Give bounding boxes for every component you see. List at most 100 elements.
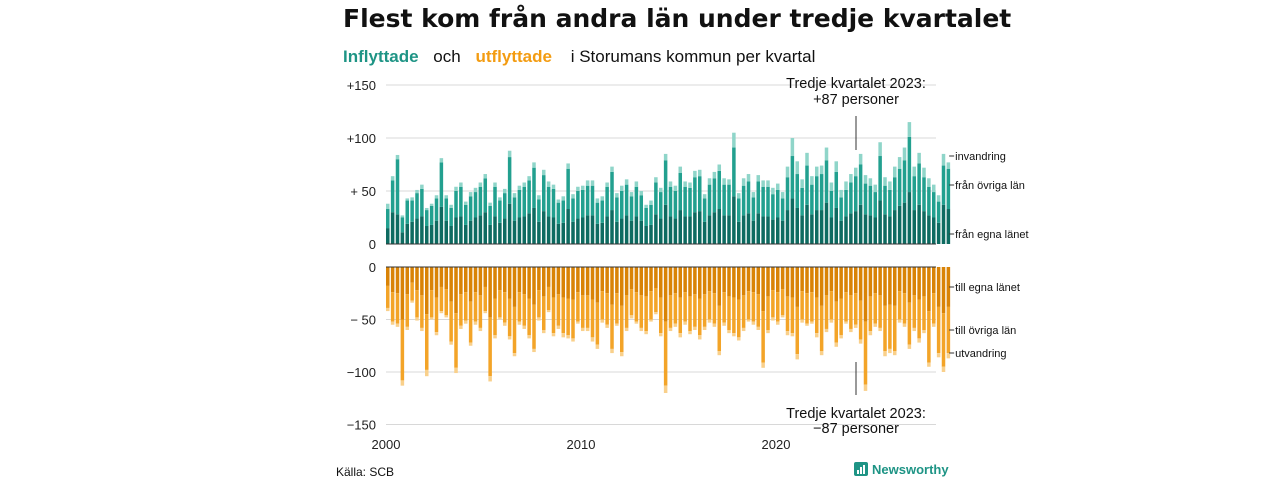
in-bar-invandring	[751, 192, 756, 198]
in-bar-egna	[858, 204, 863, 244]
in-bar-egna	[800, 215, 804, 244]
in-bar-ovriga	[707, 184, 712, 216]
out-bar-utvandring	[805, 323, 809, 326]
in-bar-egna	[854, 211, 858, 244]
in-bar-invandring	[941, 153, 946, 166]
in-bar-egna	[639, 220, 644, 244]
out-bar-ovriga	[512, 306, 517, 354]
out-bar-ovriga	[659, 297, 663, 334]
out-bar-utvandring	[532, 348, 536, 353]
out-bar-egna	[858, 267, 863, 301]
out-bar-ovriga	[386, 285, 390, 308]
out-bar-ovriga	[932, 293, 936, 324]
in-bar-egna	[932, 217, 936, 244]
in-bar-invandring	[897, 157, 902, 169]
in-bar-invandring	[590, 180, 595, 186]
out-bar-ovriga	[468, 301, 473, 343]
out-bar-egna	[605, 267, 609, 294]
out-bar-utvandring	[912, 327, 917, 332]
in-bar-invandring	[654, 177, 658, 183]
out-bar-ovriga	[473, 292, 478, 322]
in-bar-egna	[517, 217, 522, 244]
out-bar-utvandring	[698, 335, 702, 340]
out-bar-egna	[439, 267, 444, 287]
segment-label-in: från övriga län	[955, 180, 1025, 192]
y-tick-bottom: −150	[347, 418, 376, 433]
out-bar-egna	[517, 267, 522, 293]
out-bar-egna	[941, 267, 946, 314]
out-bar-ovriga	[854, 293, 858, 325]
out-bar-utvandring	[893, 351, 897, 356]
out-bar-utvandring	[386, 307, 390, 312]
in-bar-ovriga	[429, 205, 434, 225]
in-bar-invandring	[780, 192, 785, 199]
in-bar-ovriga	[927, 186, 931, 216]
out-bar-ovriga	[507, 298, 512, 337]
out-bar-ovriga	[551, 297, 556, 334]
in-bar-invandring	[649, 200, 653, 205]
out-bar-ovriga	[941, 313, 946, 367]
in-bar-ovriga	[634, 186, 639, 217]
in-bar-egna	[600, 222, 605, 244]
out-bar-ovriga	[576, 292, 580, 322]
out-bar-ovriga	[936, 306, 941, 354]
out-bar-egna	[917, 267, 921, 300]
in-bar-egna	[810, 214, 814, 244]
in-bar-invandring	[702, 194, 707, 199]
in-bar-egna	[590, 215, 595, 244]
in-bar-ovriga	[854, 176, 858, 212]
in-bar-egna	[454, 217, 458, 244]
out-bar-ovriga	[605, 293, 609, 325]
out-bar-egna	[717, 267, 722, 306]
in-bar-ovriga	[615, 197, 619, 222]
out-bar-ovriga	[673, 293, 678, 324]
out-bar-egna	[444, 267, 449, 290]
in-bar-egna	[527, 213, 531, 244]
out-bar-egna	[824, 267, 829, 296]
out-bar-egna	[542, 267, 546, 297]
in-bar-invandring	[498, 197, 502, 201]
out-bar-egna	[902, 267, 907, 294]
out-bar-ovriga	[405, 294, 410, 327]
in-bar-ovriga	[668, 186, 673, 217]
out-bar-egna	[546, 267, 551, 287]
out-bar-egna	[595, 267, 600, 303]
out-bar-ovriga	[683, 292, 687, 322]
in-bar-ovriga	[390, 180, 395, 213]
tick-labels: +150 +100 + 50 0 0 − 50 −100 −150 2000 2010 2020	[347, 78, 791, 452]
out-bar-utvandring	[839, 335, 843, 339]
in-bar-invandring	[727, 179, 731, 185]
out-bar-ovriga	[785, 296, 790, 332]
out-bar-utvandring	[854, 324, 858, 328]
out-bar-ovriga	[722, 292, 726, 323]
in-bar-invandring	[390, 176, 395, 181]
out-bar-utvandring	[746, 319, 751, 322]
in-bar-ovriga	[405, 200, 410, 224]
out-bar-ovriga	[620, 305, 624, 353]
out-bar-ovriga	[897, 291, 902, 320]
out-bar-egna	[766, 267, 770, 297]
out-bar-egna	[576, 267, 580, 293]
out-bar-utvandring	[917, 338, 921, 343]
out-bar-egna	[503, 267, 507, 293]
out-bar-ovriga	[410, 282, 414, 301]
in-bar-invandring	[425, 207, 429, 211]
chart-title: Flest kom från andra län under tredje kv…	[343, 4, 1011, 33]
out-bar-egna	[741, 267, 746, 296]
out-bar-ovriga	[464, 292, 468, 321]
segment-label-out: till egna länet	[955, 282, 1020, 294]
in-bar-egna	[542, 211, 546, 244]
in-bar-invandring	[415, 189, 419, 194]
out-bar-ovriga	[746, 291, 751, 320]
in-bar-ovriga	[868, 185, 873, 216]
in-bar-egna	[493, 216, 497, 244]
out-bar-ovriga	[561, 297, 566, 334]
in-bar-ovriga	[746, 181, 751, 214]
in-bar-invandring	[678, 166, 683, 173]
in-bar-egna	[434, 220, 439, 244]
in-bar-ovriga	[595, 202, 600, 224]
in-bar-ovriga	[537, 199, 541, 222]
in-bar-egna	[610, 210, 614, 244]
out-bar-ovriga	[522, 294, 527, 326]
out-bar-egna	[498, 267, 502, 291]
